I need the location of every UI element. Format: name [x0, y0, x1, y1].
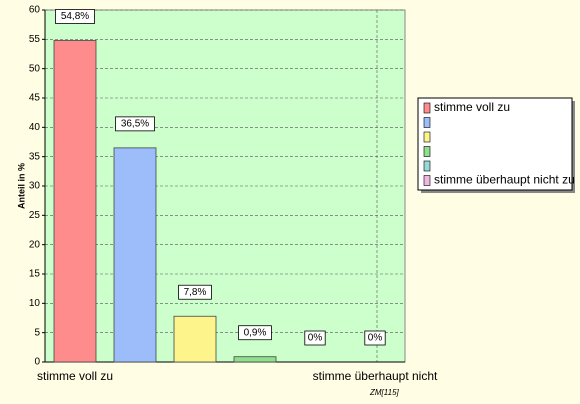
- y-tick-label: 30: [29, 181, 41, 192]
- y-tick-label: 10: [29, 298, 41, 309]
- value-label: 54,8%: [61, 11, 89, 22]
- value-label: 0%: [368, 333, 383, 344]
- y-tick-label: 15: [29, 269, 41, 280]
- legend-swatch: [423, 146, 431, 157]
- y-tick-label: 60: [29, 5, 41, 16]
- bar: [53, 40, 97, 363]
- y-tick-label: 40: [29, 122, 41, 133]
- y-tick-label: 25: [29, 210, 41, 221]
- y-tick-label: 0: [34, 357, 40, 368]
- value-label: 0%: [308, 333, 323, 344]
- y-tick-label: 55: [29, 34, 41, 45]
- legend-box: [417, 97, 573, 191]
- y-tick-label: 5: [34, 327, 40, 338]
- legend-swatch: [423, 131, 431, 143]
- value-label-box: [304, 330, 326, 346]
- legend-swatch: [423, 102, 431, 114]
- legend-label: stimme überhaupt nicht zu: [434, 173, 575, 187]
- value-label-box: [55, 9, 95, 24]
- x-tick-label: stimme voll zu: [37, 369, 113, 383]
- value-label: 7,8%: [184, 287, 207, 298]
- x-tick-label: stimme überhaupt nicht: [313, 369, 438, 383]
- bar: [233, 356, 277, 363]
- y-tick-label: 45: [29, 93, 41, 104]
- bar: [173, 315, 217, 363]
- value-label-box: [364, 330, 386, 346]
- legend-swatch: [423, 175, 431, 186]
- y-tick-label: 20: [29, 239, 41, 250]
- value-label-box: [238, 325, 272, 341]
- value-label: 0,9%: [244, 327, 267, 338]
- value-label-box: [178, 284, 212, 300]
- y-tick-label: 50: [29, 63, 41, 74]
- value-label: 36,5%: [121, 119, 149, 130]
- note: ZM[115]: [369, 388, 400, 397]
- value-label-box: [115, 116, 155, 132]
- legend-swatch: [423, 117, 431, 128]
- y-axis-label: Anteil in %: [16, 163, 26, 209]
- legend-swatch: [423, 160, 431, 172]
- y-tick-label: 35: [29, 151, 41, 162]
- legend-label: stimme voll zu: [434, 100, 510, 114]
- bar: [113, 147, 157, 363]
